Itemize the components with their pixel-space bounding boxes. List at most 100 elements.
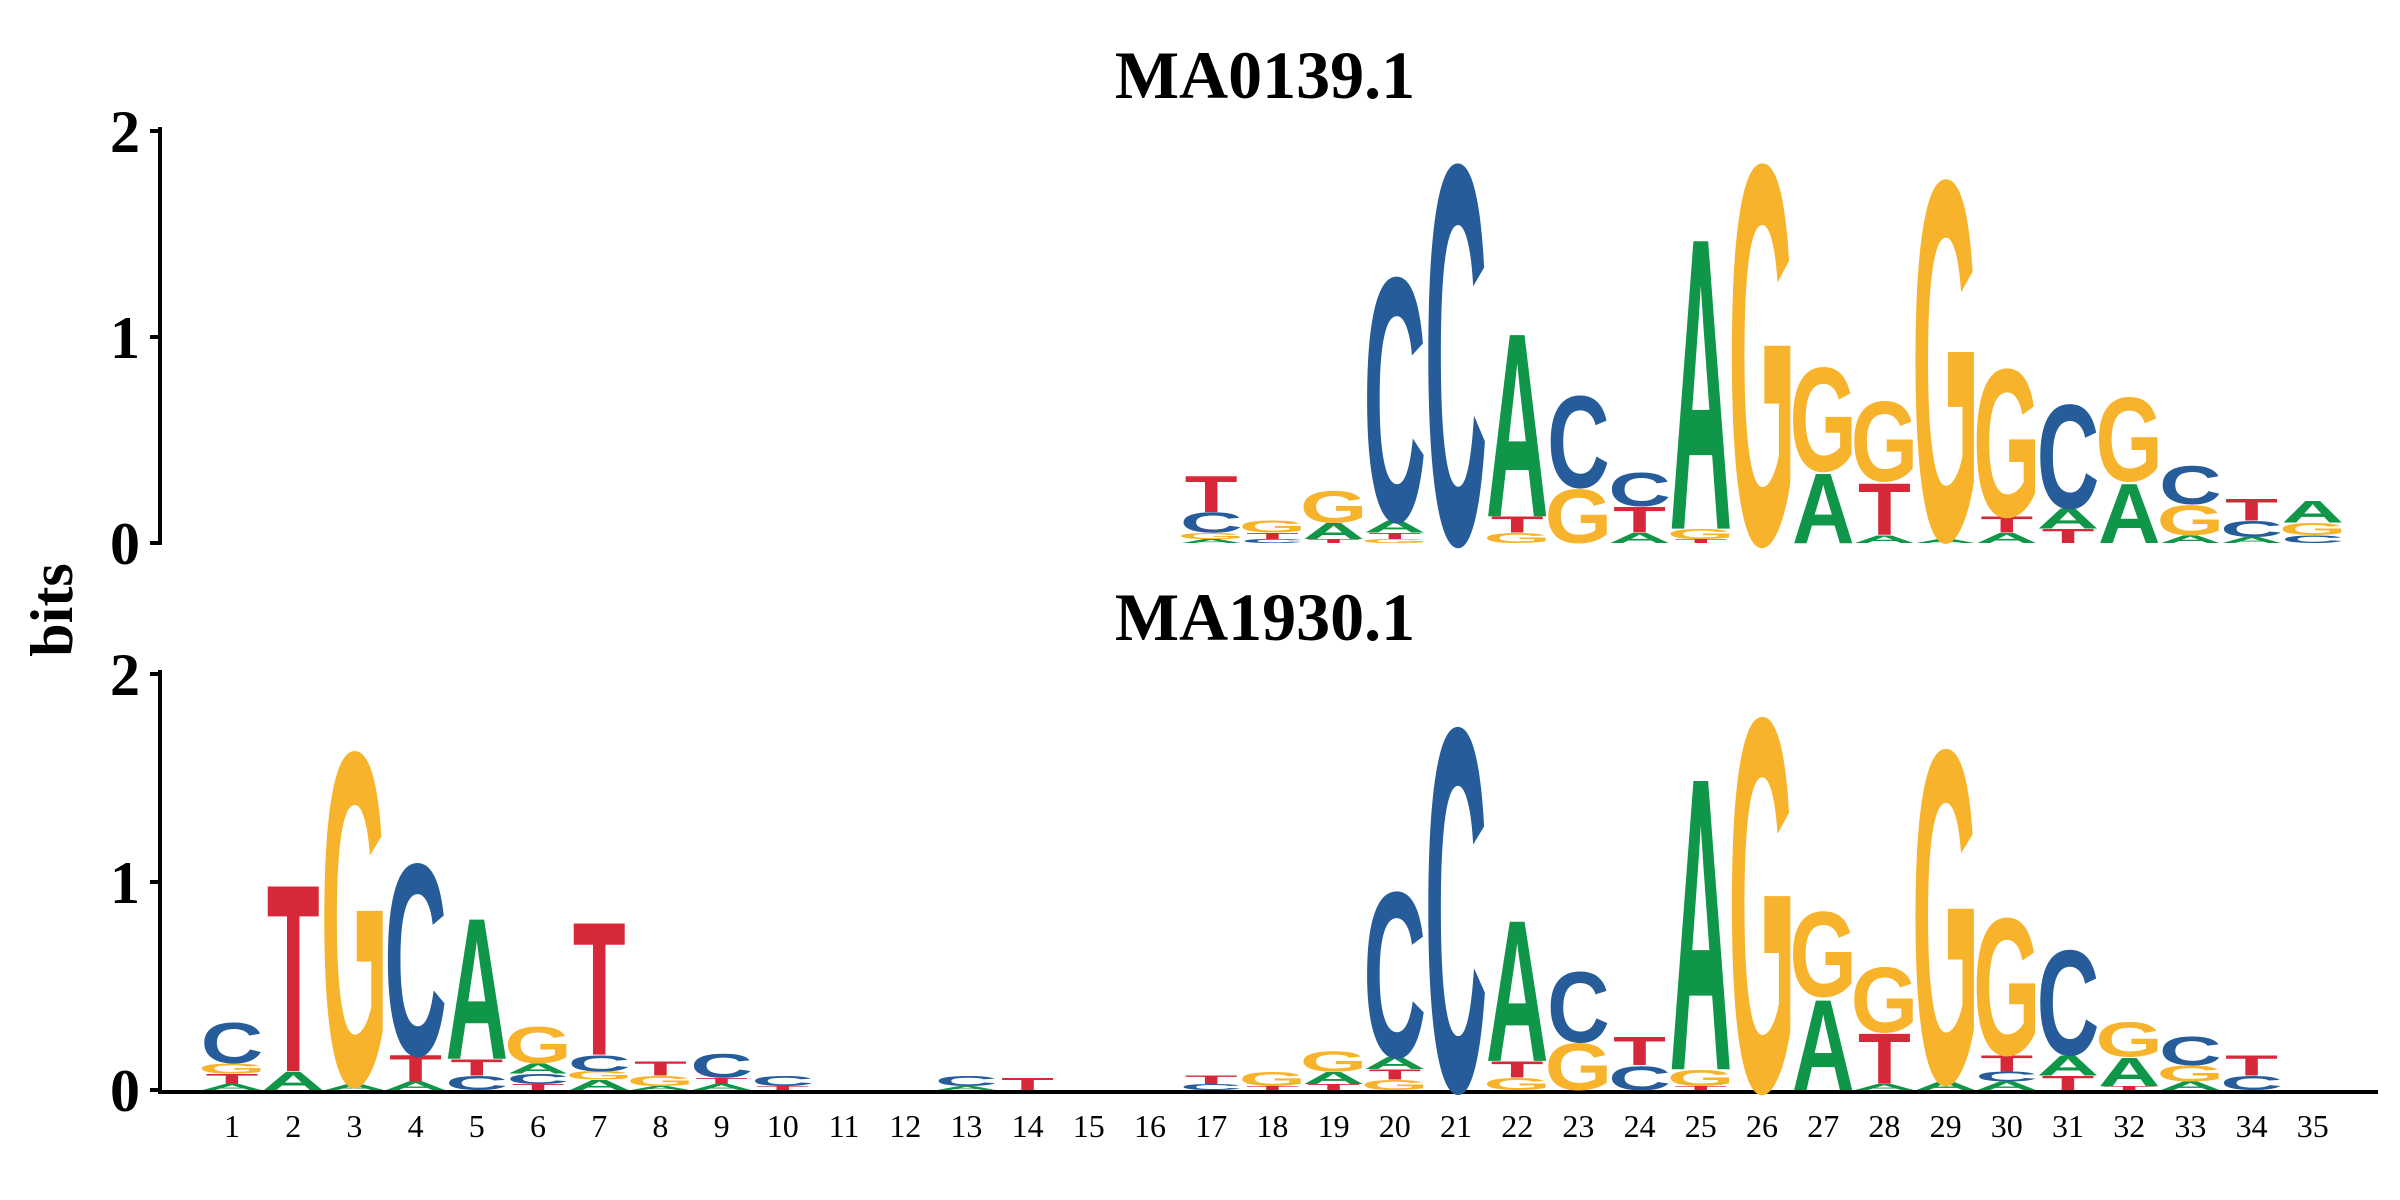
logo-letter-a: A: [2220, 535, 2283, 545]
x-tick-label: 3: [346, 1108, 362, 1144]
x-tick-label: 15: [1073, 1108, 1105, 1144]
logo-letter-c: C: [2037, 919, 2100, 1087]
panel-title: MA1930.1: [1115, 579, 1415, 655]
logo-letter-a: A: [1976, 1080, 2039, 1093]
logo-letter-c: C: [384, 808, 447, 1114]
logo-letter-a: A: [1364, 1054, 1427, 1073]
logo-letter-a: A: [2159, 1080, 2222, 1093]
logo-letter-g: G: [1912, 650, 1979, 1183]
logo-letter-t: T: [1001, 1074, 1054, 1093]
logo-letter-t: T: [1858, 468, 1911, 551]
logo-letter-g: G: [321, 652, 388, 1185]
logo-letter-a: A: [262, 1066, 325, 1095]
logo-letter-g: G: [1728, 607, 1795, 1200]
logo-letter-a: A: [935, 1085, 998, 1091]
logo-letter-a: A: [1914, 1080, 1977, 1093]
x-tick-label: 5: [469, 1108, 485, 1144]
logo-letter-a: A: [1853, 1082, 1916, 1092]
y-tick-label: 0: [110, 511, 140, 577]
logo-letter-g: G: [2157, 496, 2224, 544]
logo-letter-a: A: [2098, 466, 2161, 562]
logo-letter-t: T: [1185, 467, 1238, 524]
x-tick-label: 8: [652, 1108, 668, 1144]
logo-letter-t: T: [1246, 1085, 1299, 1091]
x-tick-label: 7: [591, 1108, 607, 1144]
x-tick-label: 9: [714, 1108, 730, 1144]
logo-letter-t: T: [1980, 1051, 2033, 1077]
x-tick-label: 19: [1318, 1108, 1350, 1144]
logo-letter-t: T: [1368, 531, 1421, 541]
logo-letter-a: A: [1853, 533, 1916, 546]
logo-letter-t: T: [389, 1048, 442, 1090]
logo-letter-c: C: [1425, 53, 1488, 659]
logo-letter-a: A: [323, 1082, 386, 1092]
logo-letter-g: G: [2279, 520, 2346, 539]
logo-letter-t: T: [450, 1055, 503, 1081]
logo-letter-a: A: [2098, 1050, 2161, 1095]
logo-letter-g: G: [1300, 1045, 1367, 1077]
logo-letter-c: C: [752, 1073, 815, 1089]
x-tick-label: 20: [1379, 1108, 1411, 1144]
x-tick-label: 33: [2174, 1108, 2206, 1144]
logo-letter-a: A: [201, 1082, 264, 1092]
logo-letter-g: G: [198, 1061, 265, 1077]
logo-letter-g: G: [1851, 377, 1918, 506]
logo-letter-t: T: [1858, 1019, 1911, 1100]
logo-letter-c: C: [1364, 205, 1427, 595]
x-tick-label: 1: [224, 1108, 240, 1144]
x-tick-label: 32: [2113, 1108, 2145, 1144]
logo-letter-t: T: [1613, 500, 1666, 541]
logo-letter-t: T: [1613, 1029, 1666, 1074]
logo-letter-a: A: [1302, 1068, 1365, 1087]
logo-letter-c: C: [1364, 843, 1427, 1107]
logo-letter-g: G: [627, 1073, 694, 1089]
logo-letter-a: A: [1670, 151, 1733, 618]
logo-letter-g: G: [1973, 326, 2040, 562]
logo-letter-t: T: [1674, 1085, 1727, 1091]
logo-letter-a: A: [1914, 538, 1977, 544]
logo-letter-c: C: [2037, 374, 2100, 540]
logo-letter-c: C: [568, 1051, 631, 1077]
logo-letter-a: A: [1976, 530, 2039, 546]
logo-letter-g: G: [2096, 1012, 2163, 1067]
logo-letter-c: C: [201, 1010, 264, 1075]
x-tick-label: 35: [2297, 1108, 2329, 1144]
logo-letter-c: C: [2282, 533, 2345, 546]
logo-letter-a: A: [1180, 538, 1243, 544]
x-tick-label: 31: [2052, 1108, 2084, 1144]
y-tick-label: 1: [110, 850, 140, 916]
logo-letter-t: T: [2042, 525, 2095, 547]
x-tick-label: 2: [285, 1108, 301, 1144]
y-tick-label: 2: [110, 99, 140, 165]
logo-letter-g: G: [504, 1016, 571, 1074]
logo-letter-g: G: [1545, 1031, 1612, 1105]
y-axis: 2 1 0: [110, 99, 162, 577]
logo-letter-a: A: [2037, 1049, 2100, 1081]
logo-letter-g: G: [1790, 888, 1857, 1023]
panel-title: MA0139.1: [1115, 37, 1415, 113]
logo-letter-g: G: [1239, 1068, 1306, 1091]
logo-letter-a: A: [507, 1061, 570, 1077]
logo-letter-a: A: [1486, 278, 1549, 572]
x-tick-label: 6: [530, 1108, 546, 1144]
x-tick-label: 30: [1991, 1108, 2023, 1144]
logo-letter-t: T: [1674, 538, 1727, 544]
logo-letter-c: C: [1608, 462, 1671, 517]
logo-letter-g: G: [1300, 481, 1367, 533]
x-tick-labels: 1 2 3 4 5 6 7 8 9 10 11 12 13 14 15 16 17 18 19 20 21 22 23 24 2…: [224, 1108, 2329, 1144]
logo-panel-ma0139: MA0139.1 2 1 0 AGCTCTGTAGGTACCGTAGCATCTG…: [110, 37, 2346, 659]
logo-letter-t: T: [2225, 492, 2278, 527]
logo-letter-t: T: [1368, 1067, 1421, 1083]
logo-letter-c: C: [1547, 951, 1610, 1064]
logo-letter-c: C: [1976, 1069, 2039, 1085]
logo-letter-a: A: [446, 875, 509, 1101]
x-tick-label: 27: [1807, 1108, 1839, 1144]
logo-letter-t: T: [1491, 1057, 1544, 1083]
x-tick-label: 12: [889, 1108, 921, 1144]
logo-letter-g: G: [2096, 373, 2163, 507]
y-axis: 2 1 0: [110, 642, 162, 1124]
x-tick-label: 16: [1134, 1108, 1166, 1144]
logo-letter-a: A: [2159, 533, 2222, 546]
x-tick-label: 26: [1746, 1108, 1778, 1144]
